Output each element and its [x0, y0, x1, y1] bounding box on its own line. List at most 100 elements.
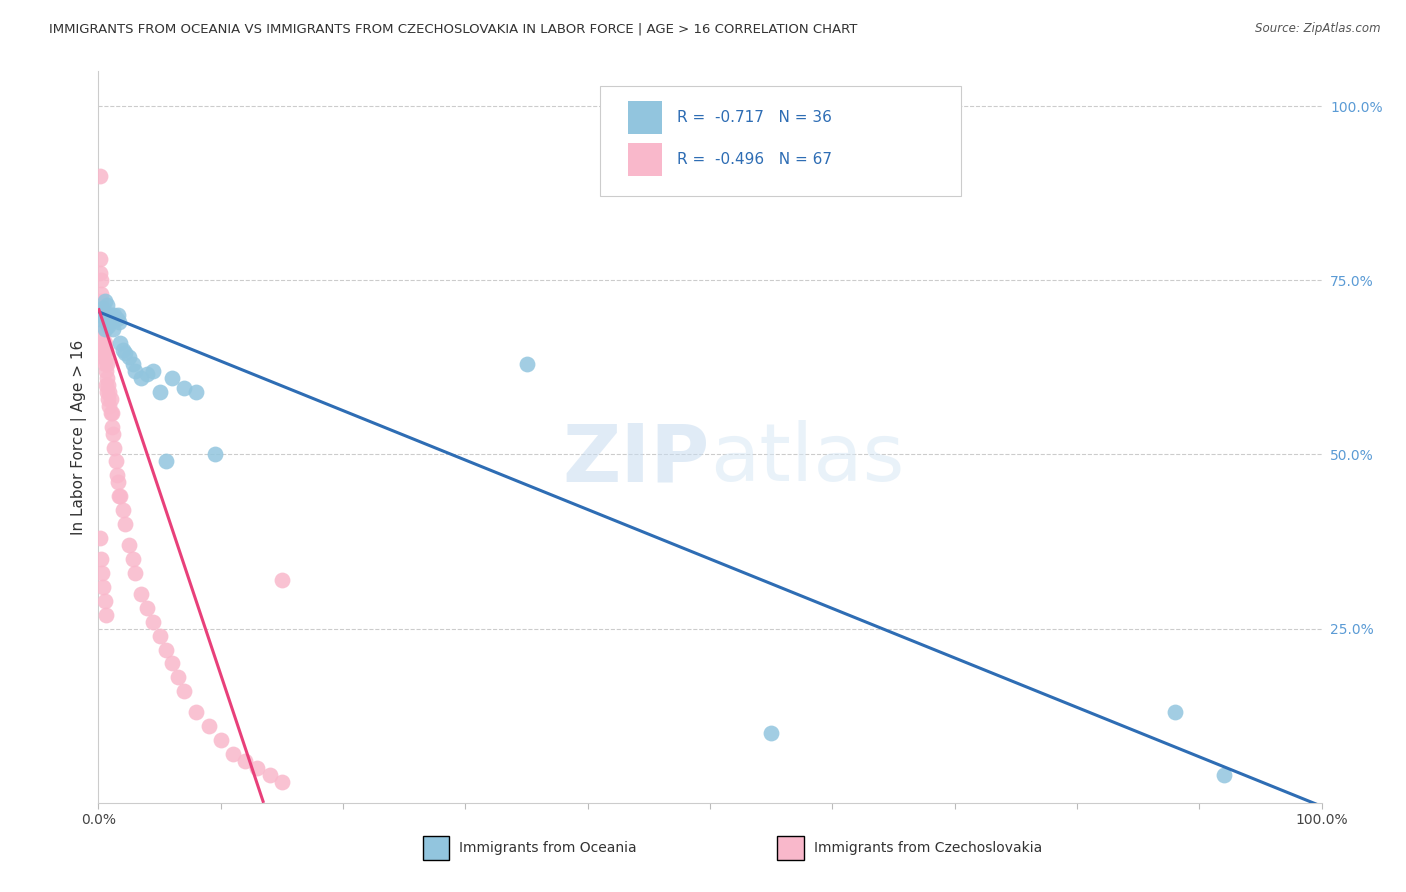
Point	[118, 350, 141, 364]
Point	[96, 357, 118, 371]
Point	[91, 350, 114, 364]
Point	[101, 322, 124, 336]
Point	[89, 252, 111, 267]
Point	[204, 448, 226, 462]
Point	[104, 454, 127, 468]
Point	[94, 364, 117, 378]
Point	[270, 573, 294, 587]
Point	[121, 357, 143, 371]
Point	[105, 468, 128, 483]
Point	[101, 426, 124, 441]
Point	[89, 531, 111, 545]
Point	[90, 273, 112, 287]
Point	[94, 350, 117, 364]
Point	[89, 266, 111, 280]
Point	[186, 705, 208, 719]
Point	[91, 329, 114, 343]
Point	[142, 615, 165, 629]
Point	[91, 315, 114, 329]
Point	[173, 381, 195, 395]
Point	[100, 392, 122, 406]
Point	[93, 336, 115, 351]
Point	[149, 384, 172, 399]
Point	[93, 357, 115, 371]
FancyBboxPatch shape	[628, 143, 662, 176]
Point	[91, 301, 114, 316]
Point	[91, 336, 114, 351]
Text: R =  -0.496   N = 67: R = -0.496 N = 67	[678, 152, 832, 167]
FancyBboxPatch shape	[423, 837, 450, 860]
Point	[108, 315, 131, 329]
Text: Immigrants from Oceania: Immigrants from Oceania	[460, 841, 637, 855]
Point	[97, 392, 120, 406]
Point	[97, 318, 120, 333]
Point	[107, 308, 129, 322]
Point	[114, 346, 136, 360]
Text: ZIP: ZIP	[562, 420, 710, 498]
Point	[124, 566, 146, 580]
Point	[149, 629, 172, 643]
Point	[94, 315, 117, 329]
Point	[90, 308, 112, 322]
Point	[222, 747, 245, 761]
Point	[108, 489, 131, 503]
Point	[124, 364, 146, 378]
Point	[1164, 705, 1187, 719]
Point	[90, 308, 112, 322]
Point	[129, 371, 152, 385]
Point	[136, 368, 159, 382]
Point	[96, 298, 118, 312]
Text: IMMIGRANTS FROM OCEANIA VS IMMIGRANTS FROM CZECHOSLOVAKIA IN LABOR FORCE | AGE >: IMMIGRANTS FROM OCEANIA VS IMMIGRANTS FR…	[49, 22, 858, 36]
Point	[91, 322, 114, 336]
Point	[98, 399, 121, 413]
Point	[155, 642, 177, 657]
Point	[121, 552, 143, 566]
Point	[91, 304, 114, 318]
Point	[94, 607, 117, 622]
Point	[129, 587, 152, 601]
Point	[160, 371, 183, 385]
Point	[160, 657, 183, 671]
Point	[100, 406, 122, 420]
Point	[209, 733, 232, 747]
Point	[91, 580, 114, 594]
Text: Source: ZipAtlas.com: Source: ZipAtlas.com	[1256, 22, 1381, 36]
Point	[89, 311, 111, 326]
Text: R =  -0.717   N = 36: R = -0.717 N = 36	[678, 110, 832, 125]
Point	[96, 371, 118, 385]
Text: Immigrants from Czechoslovakia: Immigrants from Czechoslovakia	[814, 841, 1042, 855]
Point	[91, 566, 114, 580]
Y-axis label: In Labor Force | Age > 16: In Labor Force | Age > 16	[72, 340, 87, 534]
Point	[233, 754, 256, 768]
Point	[94, 377, 117, 392]
Point	[107, 475, 129, 490]
FancyBboxPatch shape	[778, 837, 804, 860]
Point	[105, 311, 128, 326]
Point	[186, 384, 208, 399]
Point	[103, 308, 125, 322]
Point	[93, 343, 115, 357]
Point	[90, 287, 112, 301]
Point	[173, 684, 195, 698]
Point	[96, 384, 118, 399]
Point	[110, 336, 132, 351]
Point	[114, 517, 136, 532]
Point	[90, 552, 112, 566]
Point	[246, 761, 269, 775]
Text: atlas: atlas	[710, 420, 904, 498]
Point	[100, 308, 122, 322]
Point	[110, 489, 132, 503]
Point	[155, 454, 177, 468]
FancyBboxPatch shape	[600, 86, 960, 195]
FancyBboxPatch shape	[628, 101, 662, 134]
Point	[93, 322, 115, 336]
Point	[90, 294, 112, 309]
Point	[101, 419, 124, 434]
Point	[91, 343, 114, 357]
Point	[98, 384, 121, 399]
Point	[111, 343, 134, 357]
Point	[142, 364, 165, 378]
Point	[197, 719, 219, 733]
Point	[259, 768, 281, 782]
Point	[136, 600, 159, 615]
